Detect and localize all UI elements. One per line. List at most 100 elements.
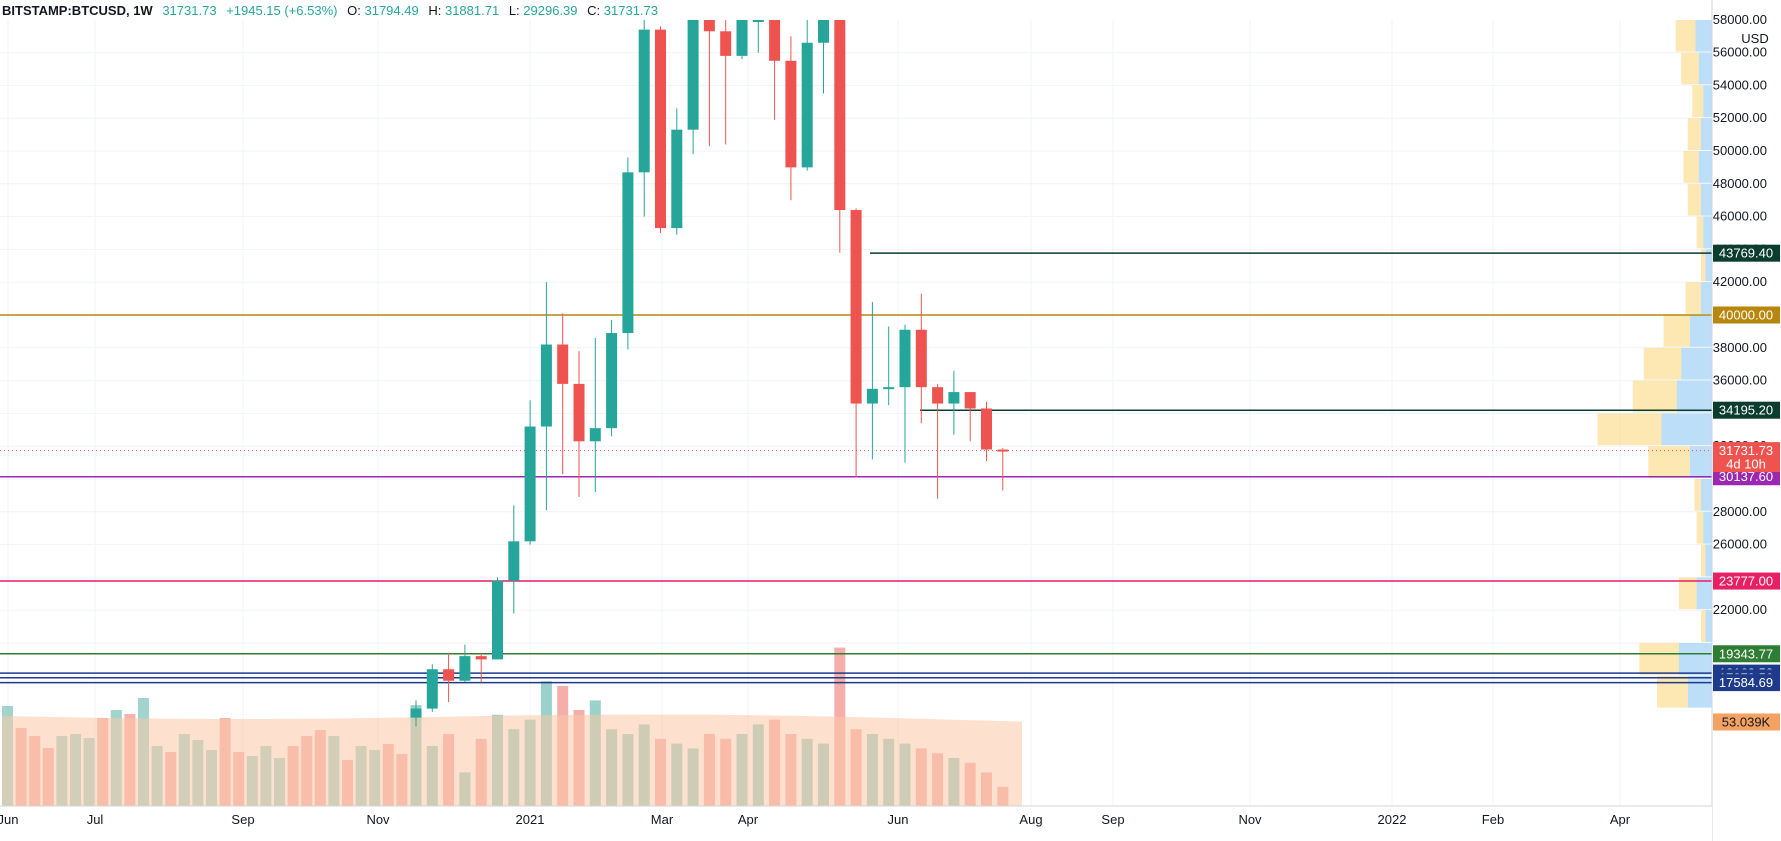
time-axis-label: Jun xyxy=(888,812,909,827)
volume-profile-down xyxy=(1597,413,1662,446)
time-axis-labels: Jun Jul Sep Nov 2021 Mar Apr Jun Aug Sep Nov 2022 Fe… xyxy=(0,812,1631,827)
candle-body xyxy=(785,60,797,168)
level-price-badge: 40000.00 xyxy=(1719,308,1773,323)
price-tick-label: 36000.00 xyxy=(1713,373,1767,388)
level-price-badge: 19343.77 xyxy=(1719,646,1773,661)
volume-profile-down xyxy=(1692,85,1704,118)
symbol-title[interactable]: BITSTAMP:BTCUSD, 1W xyxy=(2,3,153,18)
candle-body xyxy=(703,20,715,32)
level-price-badge-bg xyxy=(1713,244,1780,262)
level-price-badge-bg xyxy=(1713,306,1780,324)
volume-profile-down xyxy=(1687,118,1701,150)
volume-profile-up xyxy=(1705,544,1712,577)
level-price-badge-bg xyxy=(1713,401,1780,419)
candle-body xyxy=(801,42,813,168)
time-axis-label: Sep xyxy=(1101,812,1124,827)
price-tick-label: 50000.00 xyxy=(1713,143,1767,158)
high-value: 31881.71 xyxy=(445,3,499,18)
volume-profile-down xyxy=(1639,643,1679,675)
close-label: C: xyxy=(587,3,600,18)
volume-ma-badge-bg xyxy=(1713,713,1780,731)
open-value: 31794.49 xyxy=(364,3,418,18)
level-price-badge-bg xyxy=(1713,674,1780,692)
volume-profile-up xyxy=(1705,249,1712,282)
volume-profile-down xyxy=(1681,52,1699,85)
last-price: 31731.73 xyxy=(162,3,216,18)
volume-profile-up xyxy=(1679,643,1712,675)
price-tick-label: 54000.00 xyxy=(1713,77,1767,92)
candle-body xyxy=(589,428,601,442)
candle-body xyxy=(964,392,976,409)
candle-body xyxy=(540,344,552,427)
candle-body xyxy=(573,383,585,442)
last-price-badge-bg xyxy=(1713,442,1780,473)
volume-profile-down xyxy=(1663,315,1690,347)
volume-profile-down xyxy=(1701,544,1706,577)
level-price-badge: 34195.20 xyxy=(1719,403,1773,418)
candle-body xyxy=(883,387,895,390)
volume-profile-up xyxy=(1703,85,1712,118)
price-tick-label: 56000.00 xyxy=(1713,45,1767,60)
volume-ma-badge: 53.039K xyxy=(1722,715,1771,730)
volume-profile-up xyxy=(1703,216,1712,249)
candle-body xyxy=(524,426,536,542)
price-badges: 43769.40 40000.00 34195.20 30137.60 23777.00… xyxy=(1713,244,1780,731)
price-tick-label: 52000.00 xyxy=(1713,110,1767,125)
volume-profile-down xyxy=(1701,610,1706,642)
candle-body xyxy=(475,656,487,660)
volume-profile-up xyxy=(1695,20,1712,52)
level-price-badge: 43769.40 xyxy=(1719,246,1773,261)
price-tick-label: 22000.00 xyxy=(1713,602,1767,617)
volume-histogram xyxy=(2,647,1022,806)
time-axis-label: Aug xyxy=(1019,812,1042,827)
chart-header: BITSTAMP:BTCUSD, 1W 31731.73 +1945.15 (+… xyxy=(2,3,658,18)
volume-profile-down xyxy=(1701,249,1706,282)
price-tick-label: 48000.00 xyxy=(1713,176,1767,191)
time-axis-label: Apr xyxy=(1610,812,1631,827)
candle-body xyxy=(606,333,618,429)
candle-body xyxy=(948,392,960,404)
candle-body xyxy=(671,129,683,229)
volume-profile-up xyxy=(1698,52,1712,85)
candle-body xyxy=(899,329,911,388)
level-price-badge-bg xyxy=(1713,572,1780,590)
level-price-badge: 30137.60 xyxy=(1719,469,1773,484)
price-axis-panel[interactable] xyxy=(1712,0,1781,841)
time-axis-label: Nov xyxy=(366,812,390,827)
time-axis-label: Feb xyxy=(1482,812,1504,827)
volume-profile-down xyxy=(1657,675,1688,708)
volume-profile-up xyxy=(1705,610,1712,642)
candle-body xyxy=(557,344,569,384)
volume-profile-down xyxy=(1685,282,1701,314)
last-price-badge: 31731.73 xyxy=(1719,443,1773,458)
price-tick-label: 42000.00 xyxy=(1713,274,1767,289)
currency-label: USD xyxy=(1741,31,1768,46)
candle-body xyxy=(492,580,503,660)
volume-profile-up xyxy=(1696,577,1712,610)
candle-body xyxy=(459,656,471,681)
candlestick-series xyxy=(410,20,1009,727)
candle-body xyxy=(655,29,666,229)
volume-ma-area xyxy=(2,714,1022,806)
low-label: L: xyxy=(509,3,520,18)
level-price-badge: 17584.69 xyxy=(1719,675,1773,690)
candle-body xyxy=(410,708,422,718)
volume-profile-up xyxy=(1661,413,1712,446)
candle-body xyxy=(426,669,438,709)
level-price-badge-bg xyxy=(1713,468,1780,486)
open-label: O: xyxy=(347,3,361,18)
candle-body xyxy=(622,172,634,334)
time-axis-panel[interactable] xyxy=(0,806,1712,841)
price-tick-label: 26000.00 xyxy=(1713,537,1767,552)
candle-body xyxy=(834,20,846,211)
volume-profile-down xyxy=(1632,380,1677,413)
countdown-label: 4d 10h xyxy=(1726,457,1766,472)
volume-profile-down xyxy=(1683,151,1699,183)
volume-profile-up xyxy=(1681,347,1712,380)
candle-body xyxy=(818,20,829,43)
volume-profile-up xyxy=(1690,446,1712,478)
price-tick-label: 28000.00 xyxy=(1713,504,1767,519)
low-value: 29296.39 xyxy=(523,3,577,18)
high-label: H: xyxy=(428,3,441,18)
